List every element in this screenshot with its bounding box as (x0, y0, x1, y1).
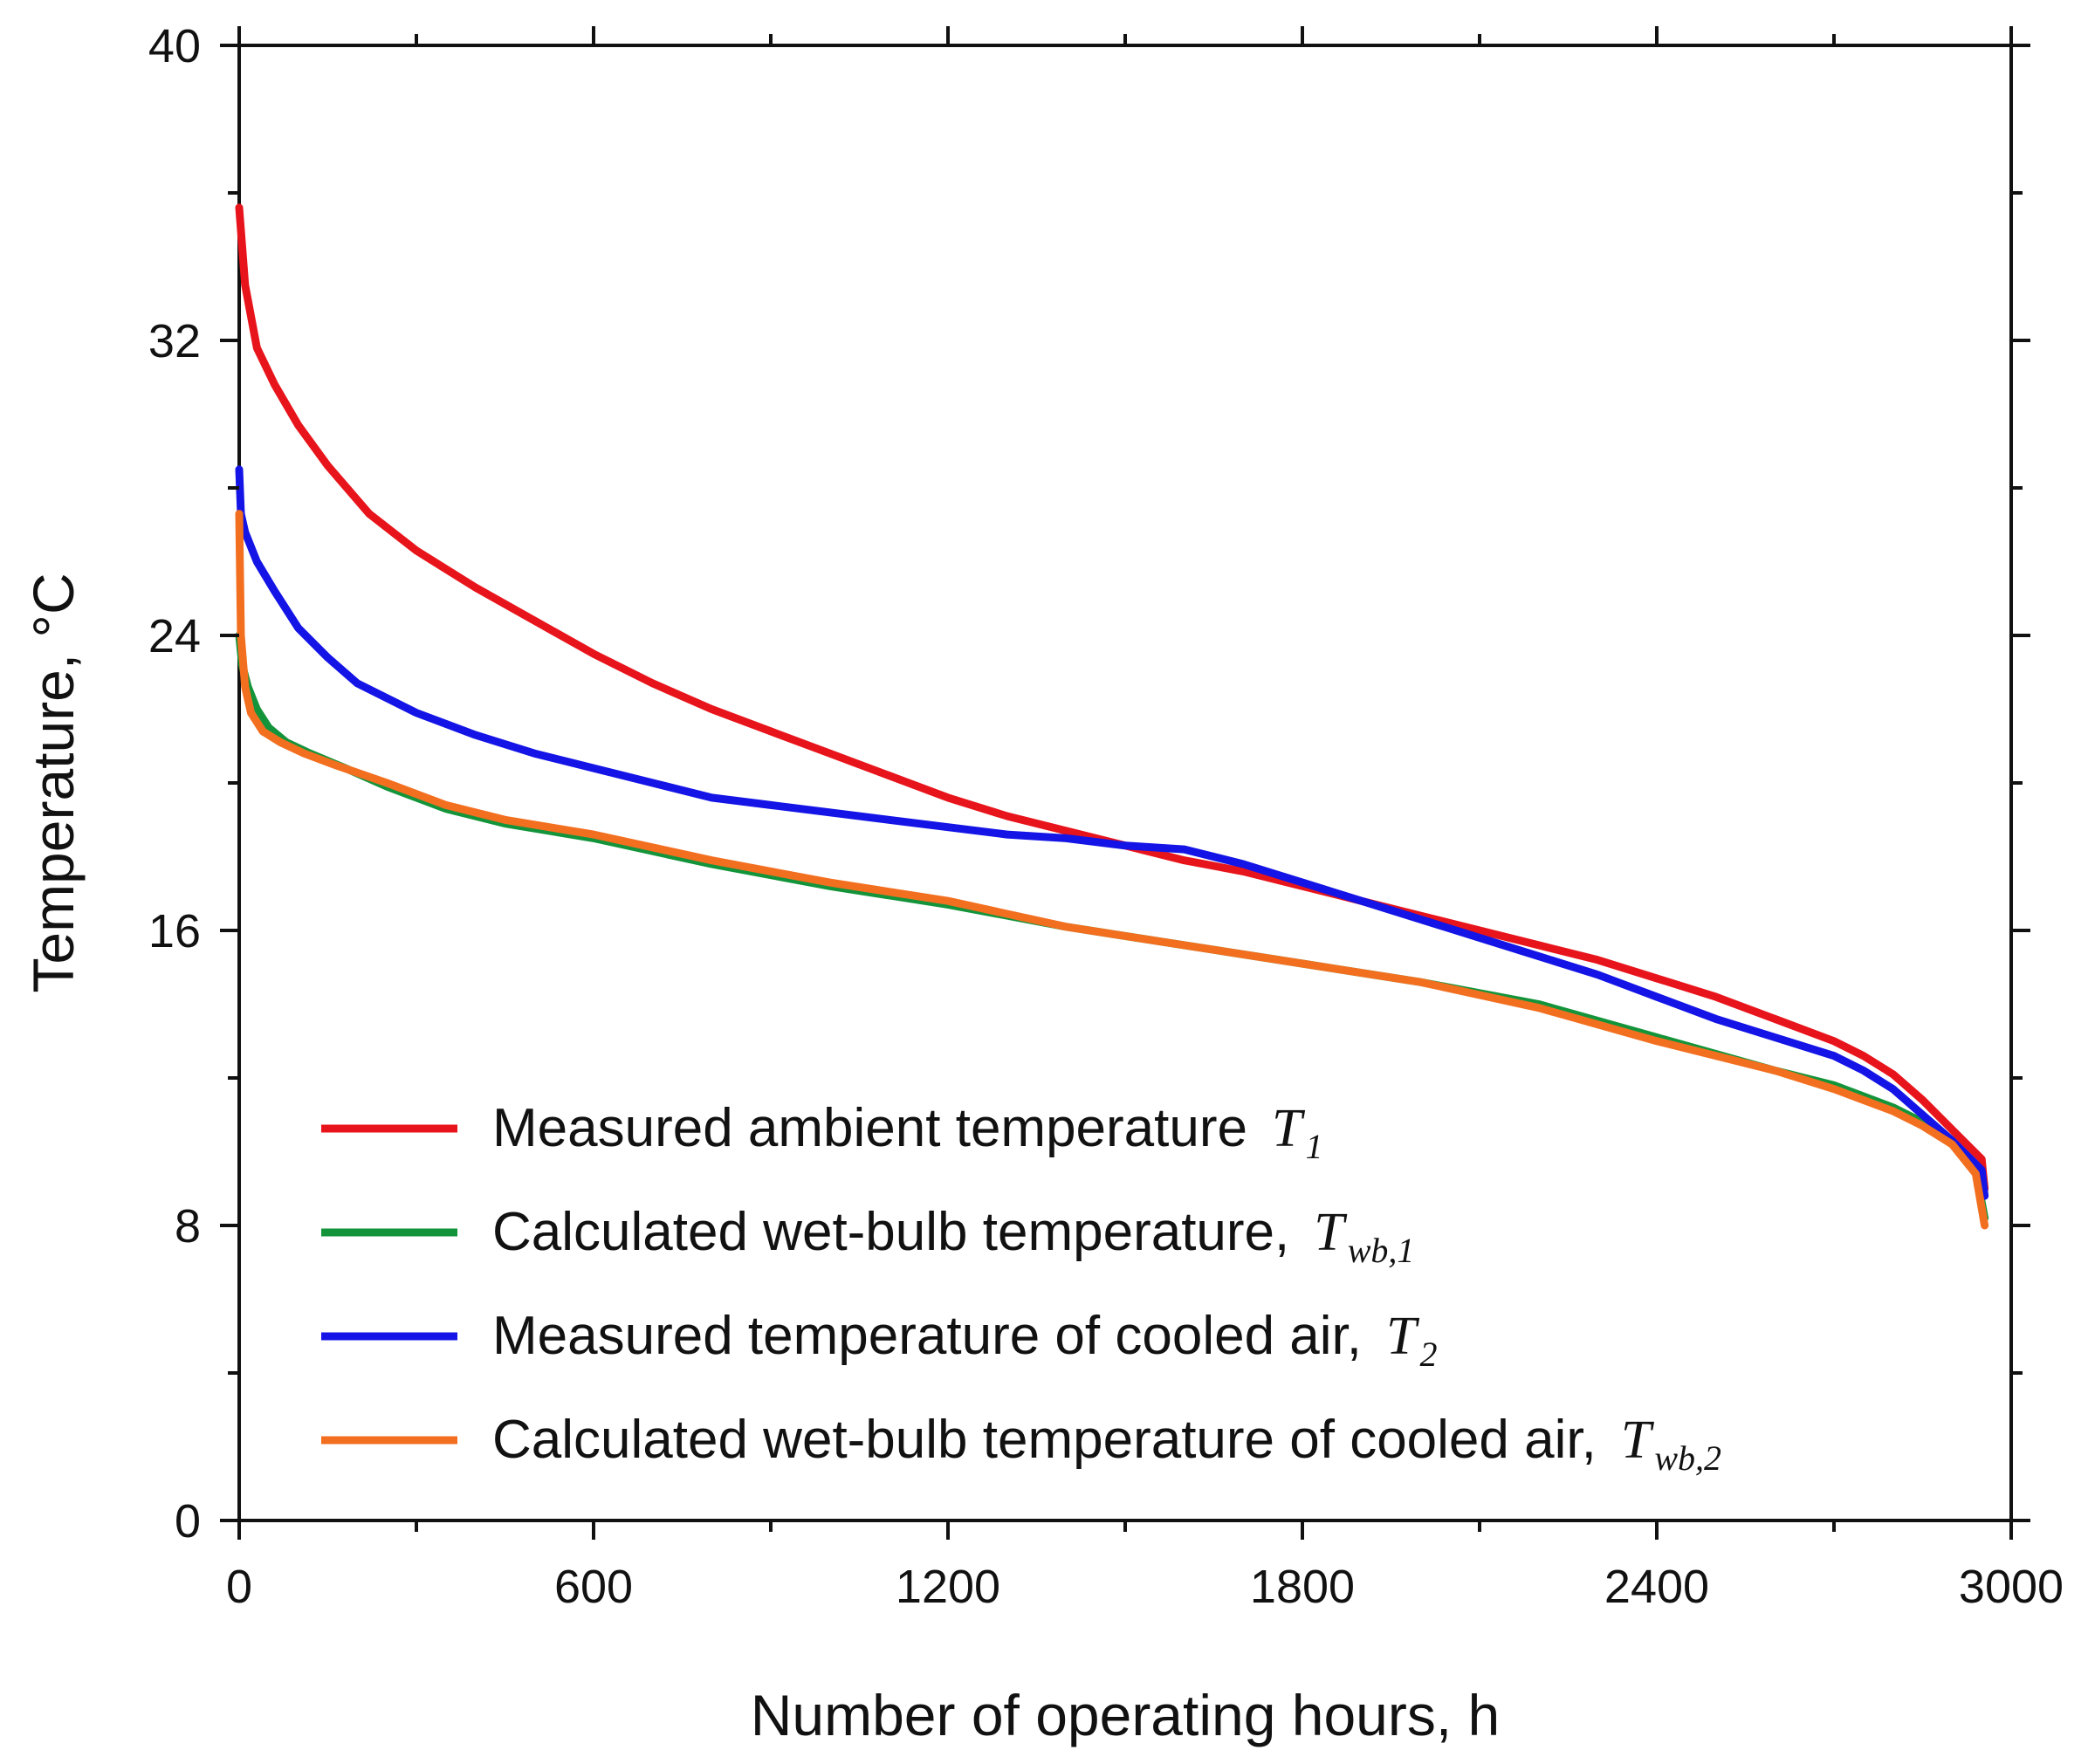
x-tick-label: 3000 (1959, 1561, 2064, 1613)
plot-frame (237, 44, 2013, 1522)
legend-entry-twb1: Calculated wet-bulb temperature, T wb,1 (492, 1202, 1414, 1270)
y-tick-label: 40 (148, 20, 201, 72)
x-axis-title: Number of operating hours, h (751, 1683, 1500, 1747)
series-line-t1 (235, 203, 1989, 1193)
y-tick-label: 0 (175, 1495, 201, 1548)
y-tick-label: 32 (148, 315, 201, 367)
x-tick-label: 0 (226, 1561, 252, 1613)
series-line-t2 (235, 465, 1989, 1200)
y-axis-title: Temperature, °C (21, 573, 86, 992)
x-tick-label: 1800 (1250, 1561, 1355, 1613)
x-tick-label: 2400 (1604, 1561, 1709, 1613)
series-line-twb2 (235, 510, 1989, 1230)
series-layer (235, 203, 1989, 1230)
legend: Measured ambient temperature T 1 Calcula… (321, 1098, 1721, 1478)
x-tick-label: 600 (554, 1561, 633, 1613)
legend-entry-t2: Measured temperature of cooled air, T 2 (492, 1306, 1437, 1374)
legend-entry-twb2: Calculated wet-bulb temperature of coole… (492, 1410, 1721, 1478)
y-tick-label: 24 (148, 610, 201, 662)
legend-entry-t1: Measured ambient temperature T 1 (492, 1098, 1323, 1166)
y-tick-label: 8 (175, 1200, 201, 1253)
ticks-layer: 0 8 16 24 32 40 0 600 1200 1800 2400 3000 (148, 20, 2064, 1613)
y-tick-label: 16 (148, 905, 201, 958)
x-tick-label: 1200 (896, 1561, 1000, 1613)
